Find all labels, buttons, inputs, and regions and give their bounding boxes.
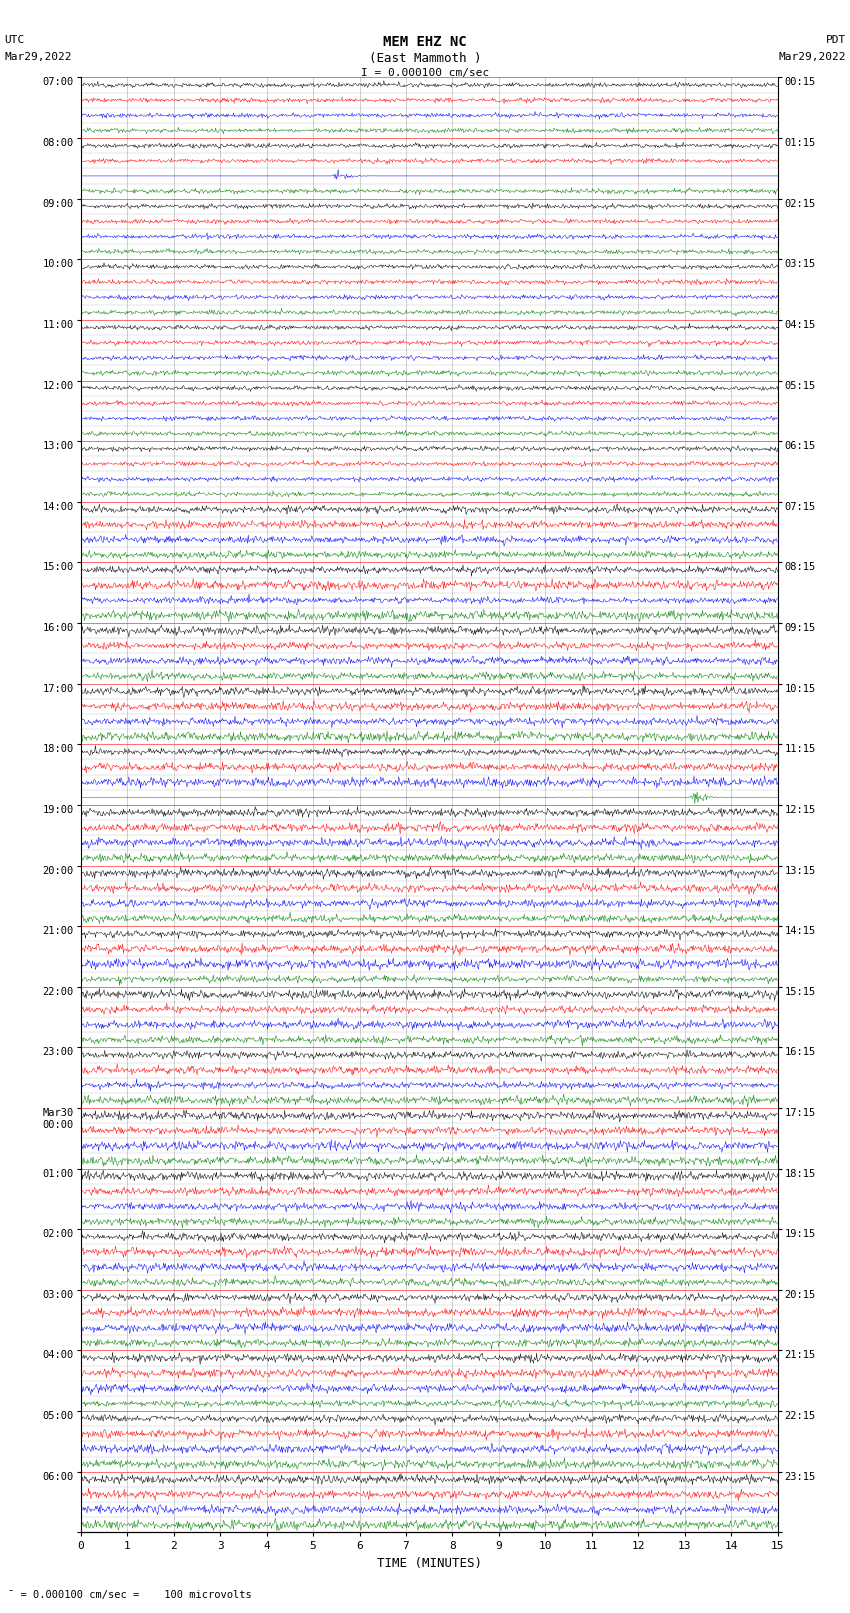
Text: ¯ = 0.000100 cm/sec =    100 microvolts: ¯ = 0.000100 cm/sec = 100 microvolts (8, 1590, 252, 1600)
Text: Mar29,2022: Mar29,2022 (779, 52, 846, 61)
Text: Mar29,2022: Mar29,2022 (4, 52, 71, 61)
X-axis label: TIME (MINUTES): TIME (MINUTES) (377, 1557, 482, 1569)
Text: MEM EHZ NC: MEM EHZ NC (383, 35, 467, 50)
Text: PDT: PDT (825, 35, 846, 45)
Text: I = 0.000100 cm/sec: I = 0.000100 cm/sec (361, 68, 489, 77)
Text: UTC: UTC (4, 35, 25, 45)
Text: (East Mammoth ): (East Mammoth ) (369, 52, 481, 65)
